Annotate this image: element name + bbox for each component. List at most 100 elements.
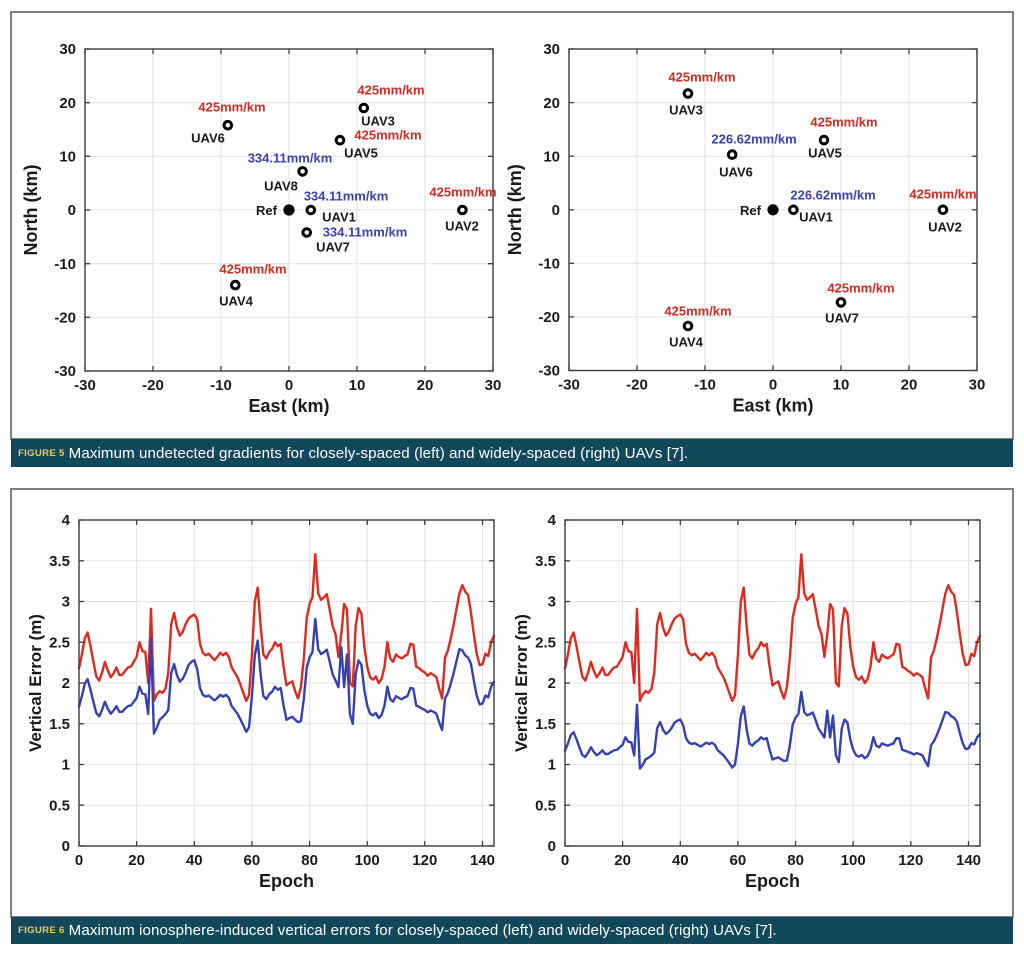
svg-text:0: 0 (285, 377, 293, 394)
svg-text:425mm/km: 425mm/km (354, 128, 421, 143)
svg-text:UAV1: UAV1 (322, 210, 356, 225)
svg-text:-10: -10 (54, 256, 76, 273)
svg-text:2: 2 (62, 675, 70, 692)
svg-text:-10: -10 (694, 377, 716, 394)
svg-text:Ref: Ref (256, 203, 278, 218)
svg-text:0: 0 (62, 838, 70, 855)
svg-text:140: 140 (470, 852, 495, 869)
svg-text:425mm/km: 425mm/km (357, 83, 424, 98)
svg-text:20: 20 (417, 377, 434, 394)
svg-text:UAV3: UAV3 (669, 103, 703, 118)
svg-text:UAV8: UAV8 (264, 179, 298, 194)
svg-text:60: 60 (730, 852, 747, 869)
svg-text:425mm/km: 425mm/km (827, 281, 894, 296)
svg-text:80: 80 (787, 852, 804, 869)
svg-text:Epoch: Epoch (745, 871, 800, 891)
svg-text:20: 20 (59, 95, 76, 112)
svg-text:60: 60 (244, 852, 261, 869)
svg-text:-10: -10 (210, 377, 232, 394)
svg-text:100: 100 (355, 852, 380, 869)
svg-text:226.62mm/km: 226.62mm/km (790, 188, 875, 203)
svg-text:4: 4 (62, 512, 71, 529)
svg-text:425mm/km: 425mm/km (219, 262, 286, 277)
svg-text:North (km): North (km) (21, 165, 41, 256)
svg-text:120: 120 (412, 852, 437, 869)
svg-text:UAV3: UAV3 (361, 114, 395, 129)
svg-text:0: 0 (769, 377, 777, 394)
svg-text:30: 30 (969, 377, 986, 394)
svg-text:Ref: Ref (740, 203, 762, 218)
svg-text:-20: -20 (54, 310, 76, 327)
svg-text:0: 0 (552, 202, 560, 219)
svg-text:120: 120 (898, 852, 923, 869)
svg-text:30: 30 (543, 41, 560, 58)
svg-text:2: 2 (548, 675, 556, 692)
svg-text:425mm/km: 425mm/km (664, 304, 731, 319)
svg-text:40: 40 (186, 852, 203, 869)
svg-text:UAV7: UAV7 (825, 311, 859, 326)
svg-text:UAV5: UAV5 (808, 146, 842, 161)
svg-text:Vertical Error (m): Vertical Error (m) (512, 614, 531, 752)
svg-text:UAV6: UAV6 (191, 131, 225, 146)
svg-text:140: 140 (956, 852, 981, 869)
svg-text:North (km): North (km) (505, 164, 525, 255)
svg-text:1: 1 (62, 757, 70, 774)
svg-text:10: 10 (833, 377, 850, 394)
svg-text:425mm/km: 425mm/km (198, 100, 265, 115)
svg-text:0: 0 (561, 852, 569, 869)
svg-text:-30: -30 (54, 363, 76, 380)
svg-text:3.5: 3.5 (49, 553, 70, 570)
svg-text:20: 20 (128, 852, 145, 869)
svg-text:10: 10 (349, 377, 366, 394)
svg-text:10: 10 (59, 149, 76, 166)
svg-text:425mm/km: 425mm/km (810, 115, 877, 130)
svg-text:UAV2: UAV2 (928, 220, 962, 235)
svg-text:UAV5: UAV5 (344, 146, 378, 161)
svg-text:-30: -30 (538, 363, 560, 380)
svg-text:Epoch: Epoch (259, 871, 314, 891)
svg-text:UAV4: UAV4 (219, 294, 253, 309)
svg-text:0.5: 0.5 (49, 798, 70, 815)
svg-text:334.11mm/km: 334.11mm/km (304, 189, 389, 204)
svg-text:3: 3 (548, 594, 556, 611)
svg-text:3: 3 (62, 594, 70, 611)
svg-text:UAV4: UAV4 (669, 335, 703, 350)
svg-text:0.5: 0.5 (535, 798, 556, 815)
svg-text:10: 10 (543, 148, 560, 165)
svg-text:-20: -20 (626, 377, 648, 394)
svg-text:20: 20 (614, 852, 631, 869)
svg-text:-10: -10 (538, 256, 560, 273)
svg-text:1.5: 1.5 (49, 716, 70, 733)
svg-text:-20: -20 (538, 309, 560, 326)
svg-text:425mm/km: 425mm/km (668, 70, 735, 85)
svg-text:20: 20 (901, 377, 918, 394)
svg-text:20: 20 (543, 95, 560, 112)
svg-text:30: 30 (59, 41, 76, 58)
svg-text:UAV1: UAV1 (799, 210, 833, 225)
svg-text:UAV2: UAV2 (445, 219, 479, 234)
svg-text:East (km): East (km) (732, 396, 813, 416)
svg-text:334.11mm/km: 334.11mm/km (248, 151, 333, 166)
svg-text:226.62mm/km: 226.62mm/km (711, 132, 796, 147)
svg-text:East (km): East (km) (248, 396, 329, 416)
svg-text:4: 4 (548, 512, 557, 529)
svg-text:0: 0 (548, 838, 556, 855)
svg-text:-30: -30 (74, 377, 96, 394)
svg-text:2.5: 2.5 (49, 635, 70, 652)
svg-text:UAV6: UAV6 (719, 165, 753, 180)
svg-text:425mm/km: 425mm/km (429, 185, 496, 200)
svg-text:100: 100 (841, 852, 866, 869)
svg-text:1.5: 1.5 (535, 716, 556, 733)
svg-text:-20: -20 (142, 377, 164, 394)
svg-text:80: 80 (301, 852, 318, 869)
svg-text:-30: -30 (558, 377, 580, 394)
svg-text:425mm/km: 425mm/km (909, 187, 976, 202)
svg-text:2.5: 2.5 (535, 635, 556, 652)
svg-text:Vertical Error (m): Vertical Error (m) (26, 614, 45, 752)
svg-text:334.11mm/km: 334.11mm/km (323, 225, 408, 240)
svg-text:0: 0 (68, 202, 76, 219)
svg-text:UAV7: UAV7 (316, 240, 350, 255)
svg-text:1: 1 (548, 757, 556, 774)
svg-text:30: 30 (485, 377, 502, 394)
svg-text:3.5: 3.5 (535, 553, 556, 570)
